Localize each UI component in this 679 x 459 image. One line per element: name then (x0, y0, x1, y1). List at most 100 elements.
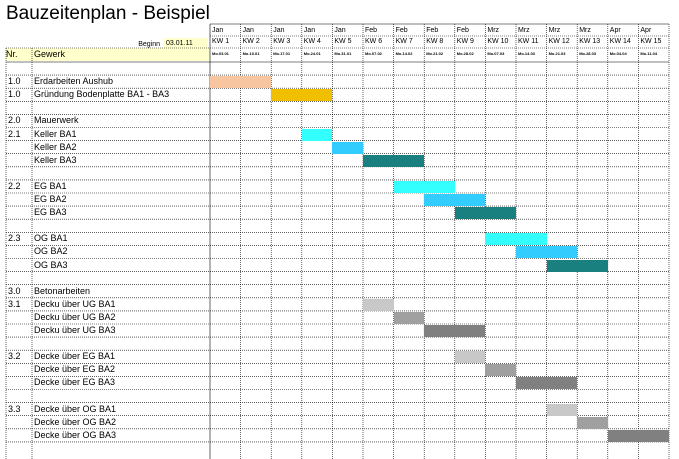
week-kw-label: KW 10 (487, 38, 509, 45)
gantt-bar[interactable] (454, 351, 486, 364)
gantt-bar[interactable] (485, 233, 547, 246)
week-date-label: Mo.11.04 (640, 51, 658, 56)
row-task-label[interactable] (34, 101, 210, 114)
row-task-label[interactable]: OG BA1 (34, 233, 68, 244)
gantt-bar[interactable] (393, 180, 455, 193)
week-month-label: Mrz (579, 27, 591, 34)
row-task-label[interactable]: Decke über OG BA3 (34, 429, 117, 440)
row-task-label[interactable] (34, 62, 210, 75)
gantt-bar[interactable] (454, 207, 516, 220)
row-task-label[interactable]: Decke über OG BA2 (34, 416, 117, 427)
row-number (8, 324, 32, 337)
row-number: 3.0 (8, 285, 21, 296)
week-kw-label: KW 13 (579, 38, 601, 45)
gantt-bar[interactable] (546, 403, 578, 416)
row-number: 2.2 (8, 180, 21, 191)
row-number (8, 416, 32, 429)
row-task-label[interactable]: Keller BA1 (34, 128, 77, 139)
week-month-label: Jan (242, 27, 254, 34)
row-number: 3.1 (8, 298, 21, 309)
row-number (8, 141, 32, 154)
row-number: 2.1 (8, 128, 21, 139)
week-kw-label: KW 8 (426, 38, 444, 45)
gantt-bar[interactable] (577, 416, 608, 429)
row-task-label[interactable] (34, 219, 210, 232)
row-task-label[interactable]: Decke über OG BA1 (34, 403, 117, 414)
gantt-bar[interactable] (516, 246, 578, 259)
row-task-label[interactable]: OG BA3 (34, 259, 68, 270)
row-task-label[interactable]: Decke über EG BA3 (34, 377, 116, 388)
row-number: 2.3 (8, 233, 21, 244)
row-number (8, 154, 32, 167)
row-number (8, 193, 32, 206)
row-number (8, 167, 32, 180)
row-number (8, 259, 32, 272)
week-kw-label: KW 11 (518, 38, 539, 45)
week-kw-label: KW 9 (456, 38, 474, 45)
week-month-label: Jan (212, 27, 224, 34)
week-month-label: Jan (334, 27, 346, 34)
week-month-label: Jan (303, 27, 316, 34)
week-kw-label: KW 2 (242, 38, 260, 45)
week-kw-label: KW 4 (303, 38, 321, 45)
gantt-bar[interactable] (210, 76, 272, 89)
row-task-label[interactable]: Gründung Bodenplatte BA1 - BA3 (34, 89, 170, 100)
week-kw-label: KW 7 (395, 38, 413, 45)
week-month-label: Feb (395, 27, 408, 34)
row-task-label[interactable] (34, 390, 210, 403)
week-date-label: Mo.03.01 (212, 51, 229, 56)
row-task-label[interactable] (34, 167, 210, 180)
row-task-label[interactable]: Decku über UG BA1 (34, 298, 116, 309)
week-month-label: Jan (273, 27, 285, 34)
gantt-bar[interactable] (363, 298, 394, 311)
gantt-bar[interactable] (607, 429, 669, 442)
gantt-bar[interactable] (546, 259, 608, 272)
gantt-bar[interactable] (271, 89, 333, 102)
gantt-bar[interactable] (332, 141, 363, 154)
week-kw-label: KW 12 (548, 38, 570, 45)
row-number (8, 363, 32, 376)
gantt-bar[interactable] (393, 311, 425, 324)
gantt-bar[interactable] (424, 325, 486, 338)
row-number: 2.0 (8, 115, 21, 126)
row-task-label[interactable]: Erdarbeiten Aushub (34, 76, 114, 87)
row-number: 1.0 (8, 89, 21, 100)
row-task-label[interactable]: Keller BA2 (34, 141, 77, 152)
gantt-bar[interactable] (363, 154, 425, 167)
week-date-label: Mo.21.02 (426, 51, 444, 56)
row-number (8, 390, 32, 403)
row-task-label[interactable]: Keller BA3 (34, 154, 77, 165)
column-header-nr: Nr. (6, 49, 18, 59)
row-task-label[interactable]: EG BA3 (34, 207, 67, 218)
row-task-label[interactable] (34, 272, 210, 285)
week-month-label: Feb (365, 27, 378, 34)
gantt-bar[interactable] (485, 364, 516, 377)
row-task-label[interactable]: OG BA2 (34, 246, 68, 257)
week-kw-label: KW 3 (273, 38, 291, 45)
gantt-bar[interactable] (424, 194, 486, 207)
week-date-label: Mo.07.02 (365, 51, 382, 56)
row-task-label[interactable]: Betonarbeiten (34, 285, 91, 296)
beginn-label: Beginn (138, 41, 160, 48)
week-kw-label: KW 14 (609, 38, 631, 45)
week-month-label: Mrz (548, 27, 561, 34)
row-task-label[interactable]: Decku über UG BA3 (34, 325, 116, 335)
week-date-label: Mo.17.01 (273, 51, 291, 56)
row-task-label[interactable]: EG BA2 (34, 194, 67, 204)
week-month-label: Apr (609, 27, 621, 34)
week-kw-label: KW 15 (640, 38, 662, 45)
gantt-bar[interactable] (301, 128, 333, 141)
row-task-label[interactable]: Mauerwerk (34, 115, 79, 126)
week-date-label: Mo.31.01 (334, 51, 352, 56)
beginn-date-field[interactable]: 03.01.11 (164, 38, 208, 49)
row-task-label[interactable]: Decke über EG BA2 (34, 364, 116, 375)
row-task-label[interactable]: Decke über EG BA1 (34, 351, 116, 362)
row-number: 3.2 (8, 351, 21, 362)
week-date-label: Mo.24.01 (303, 51, 321, 56)
week-month-label: Feb (456, 27, 469, 34)
row-task-label[interactable]: EG BA1 (34, 180, 67, 191)
row-task-label[interactable]: Decku über UG BA2 (34, 311, 116, 322)
row-task-label[interactable] (34, 337, 210, 350)
gantt-bar[interactable] (516, 377, 578, 390)
week-date-label: Mo.21.03 (548, 51, 566, 56)
